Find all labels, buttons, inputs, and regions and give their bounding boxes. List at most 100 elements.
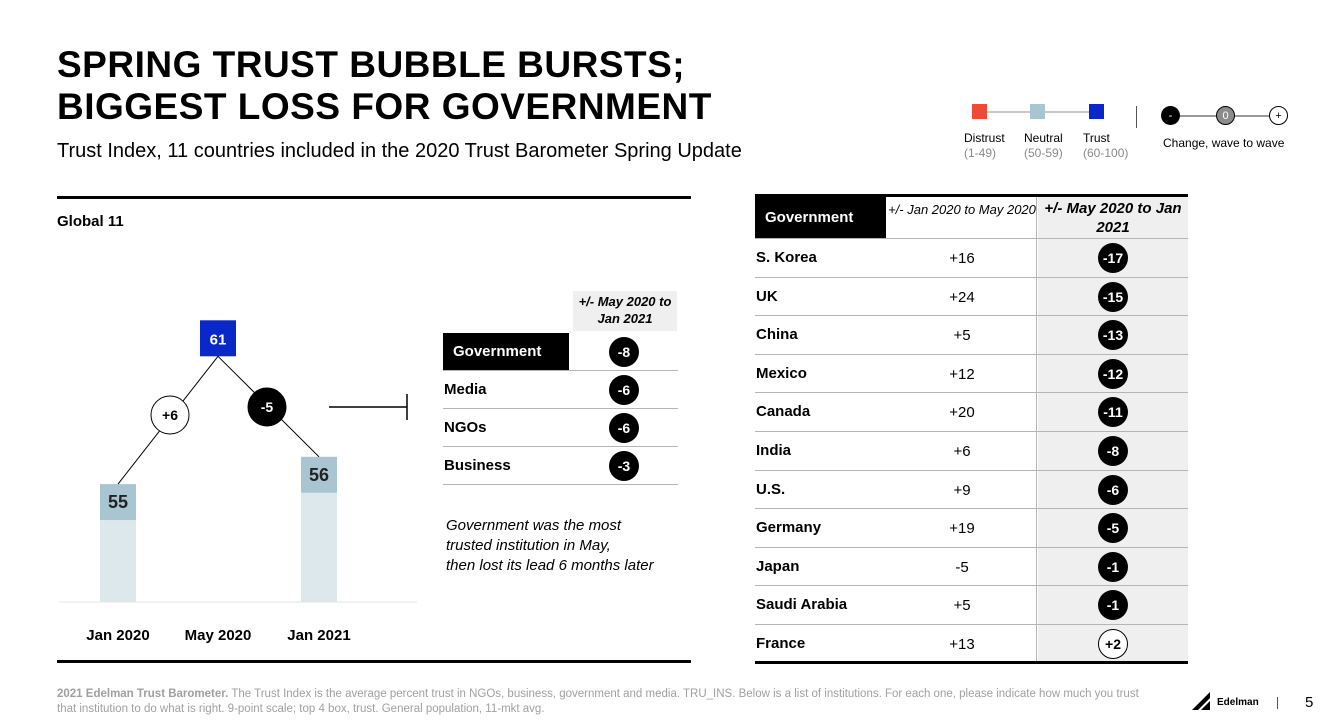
change-label: +6 [162,407,178,423]
edelman-logo-icon [1190,690,1212,712]
country-row: Japan -5 -1 [755,547,1188,587]
x-tick-label: May 2020 [185,627,252,644]
legend-swatch-distrust [972,104,987,119]
change-plus-icon: + [1269,106,1288,125]
country-change-badge: -1 [1098,551,1128,582]
country-name: China [756,326,798,344]
country-row: China +5 -13 [755,316,1188,355]
title-line-2: BIGGEST LOSS FOR GOVERNMENT [57,86,712,127]
country-change-jan-may: +5 [953,597,971,615]
institution-change-badge: -8 [609,337,639,367]
bar [301,492,337,602]
institution-label: Government [443,333,569,370]
country-table-header-government: Government [755,197,886,239]
left-bottom-rule [57,660,691,663]
country-change-jan-may: +6 [953,443,971,460]
country-table-header-may-jan: +/- May 2020 to Jan 2021 [1038,197,1188,239]
title-line-1: SPRING TRUST BUBBLE BURSTS; [57,44,686,85]
country-change-jan-may: +13 [949,636,975,653]
legend: Distrust (1-49) Neutral (50-59) Trust (6… [960,100,1300,170]
country-change-cell: -5 [1038,509,1188,547]
institution-row: Business -3 [443,447,678,485]
change-minus-icon: - [1161,106,1180,125]
data-label: 55 [108,492,128,512]
country-row: India +6 -8 [755,432,1188,471]
legend-label-distrust: Distrust (1-49) [964,131,1005,160]
country-change-cell: -8 [1038,432,1188,470]
country-row: Canada +20 -11 [755,393,1188,432]
institution-label: Business [444,457,511,474]
country-change-cell: -11 [1038,393,1188,431]
change-label: -5 [261,399,274,415]
country-change-badge: -1 [1098,590,1128,621]
country-change-badge: -12 [1098,358,1128,389]
country-change-cell: -13 [1038,316,1188,354]
country-name: France [756,635,806,652]
institution-change-badge: -6 [609,413,639,443]
country-change-jan-may: +24 [949,288,975,306]
x-tick-label: Jan 2020 [86,627,149,644]
country-change-cell: -15 [1038,277,1188,316]
country-row: Mexico +12 -12 [755,354,1188,394]
institution-change-badge: -6 [609,375,639,405]
institution-row: NGOs -6 [443,409,678,447]
country-row: France +13 +2 [755,625,1188,664]
country-change-badge: -6 [1098,474,1128,505]
page-number: 5 [1305,694,1314,711]
country-row: U.S. +9 -6 [755,470,1188,510]
country-change-badge: -15 [1098,281,1128,312]
country-change-cell: -12 [1038,354,1188,393]
institution-row: Government -8 [443,333,678,371]
country-table-top-rule [755,194,1188,197]
change-circle [247,387,287,427]
value-box [301,456,337,493]
country-change-badge: -13 [1098,320,1128,351]
change-zero-icon: 0 [1216,106,1235,125]
institution-label: Media [444,381,487,398]
institution-label: NGOs [444,419,487,436]
institution-row: Media -6 [443,371,678,409]
bar [100,520,136,602]
country-name: Japan [756,557,800,575]
footer-source-text: The Trust Index is the average percent t… [57,688,1139,715]
legend-label-trust: Trust (60-100) [1083,131,1129,160]
country-change-cell: -6 [1038,470,1188,509]
country-change-cell: -1 [1038,586,1188,624]
country-name: U.S. [756,480,786,498]
country-change-jan-may: +20 [949,404,975,422]
change-circle [150,395,190,435]
value-box [100,484,136,521]
country-table-header-jan-may: +/- Jan 2020 to May 2020 [888,202,1036,217]
legend-label-neutral: Neutral (50-59) [1024,131,1063,160]
brand-name: Edelman [1217,697,1259,708]
country-name: UK [756,287,778,305]
country-name: Mexico [756,364,807,382]
country-table-col-divider [1036,197,1037,661]
country-row: UK +24 -15 [755,277,1188,317]
left-top-rule [57,196,691,199]
country-change-cell: +2 [1038,625,1188,661]
country-change-badge: -11 [1098,397,1128,428]
institutions-header: +/- May 2020 to Jan 2021 [573,291,677,331]
country-change-jan-may: +9 [953,481,971,499]
country-change-jan-may: +19 [949,520,975,538]
country-change-cell: -1 [1038,547,1188,586]
data-label: 61 [210,331,227,348]
legend-divider [1136,106,1137,128]
global-label: Global 11 [57,213,124,230]
institution-change-badge: -3 [609,451,639,481]
country-name: India [756,442,792,459]
footer-source: 2021 Edelman Trust Barometer. The Trust … [57,687,1147,717]
country-name: Germany [756,519,822,537]
country-name: Saudi Arabia [756,596,848,614]
country-change-jan-may: +5 [953,327,971,345]
data-label: 56 [309,465,329,485]
country-table-header-rule [755,238,1188,239]
footer-source-bold: 2021 Edelman Trust Barometer. [57,688,229,700]
country-change-jan-may: +12 [949,365,975,383]
change-label: Change, wave to wave [1163,136,1285,150]
country-change-badge: -8 [1098,436,1128,466]
page-subtitle: Trust Index, 11 countries included in th… [57,140,742,162]
footer-divider [1277,697,1278,709]
country-name: Canada [756,403,811,421]
